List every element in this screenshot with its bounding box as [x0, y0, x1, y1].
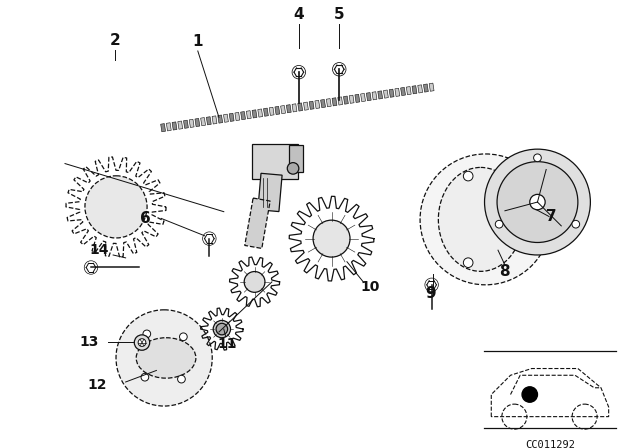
Polygon shape	[344, 96, 348, 104]
Polygon shape	[389, 89, 394, 97]
Polygon shape	[264, 108, 268, 116]
Polygon shape	[244, 198, 270, 249]
Polygon shape	[184, 120, 188, 128]
Circle shape	[572, 220, 580, 228]
Circle shape	[495, 220, 503, 228]
Text: 8: 8	[499, 264, 510, 279]
Polygon shape	[201, 117, 205, 126]
Polygon shape	[355, 94, 360, 103]
Circle shape	[244, 271, 265, 292]
Polygon shape	[412, 86, 417, 94]
Circle shape	[138, 339, 146, 346]
Polygon shape	[258, 173, 282, 211]
Circle shape	[94, 185, 138, 229]
Circle shape	[287, 163, 299, 174]
Polygon shape	[241, 112, 246, 120]
Polygon shape	[280, 106, 285, 114]
Text: 1: 1	[193, 34, 203, 49]
Polygon shape	[429, 83, 434, 91]
Circle shape	[463, 171, 473, 181]
Polygon shape	[424, 84, 428, 92]
Text: 10: 10	[360, 280, 380, 294]
Polygon shape	[372, 92, 377, 100]
Polygon shape	[401, 87, 406, 95]
Text: 14: 14	[89, 243, 108, 257]
Polygon shape	[289, 145, 303, 172]
Polygon shape	[235, 112, 240, 121]
Polygon shape	[406, 86, 411, 95]
Polygon shape	[195, 118, 200, 127]
Polygon shape	[321, 99, 326, 108]
Polygon shape	[206, 117, 211, 125]
Text: 5: 5	[334, 7, 344, 22]
Circle shape	[116, 310, 212, 406]
Circle shape	[213, 320, 230, 338]
Circle shape	[143, 330, 150, 338]
Polygon shape	[178, 121, 182, 129]
Polygon shape	[252, 110, 257, 118]
Circle shape	[179, 333, 188, 340]
Circle shape	[141, 373, 148, 381]
Text: 2: 2	[109, 33, 120, 48]
Polygon shape	[275, 106, 280, 115]
Polygon shape	[212, 116, 217, 124]
Ellipse shape	[136, 338, 196, 378]
Polygon shape	[258, 109, 262, 117]
Text: 12: 12	[87, 378, 106, 392]
Text: 9: 9	[426, 286, 436, 301]
Polygon shape	[269, 107, 274, 116]
Circle shape	[522, 387, 538, 402]
Polygon shape	[338, 97, 342, 105]
Polygon shape	[166, 123, 172, 131]
Polygon shape	[223, 114, 228, 122]
Circle shape	[530, 194, 545, 210]
Polygon shape	[218, 115, 223, 123]
Circle shape	[216, 323, 228, 335]
Text: 4: 4	[294, 7, 304, 22]
Polygon shape	[383, 90, 388, 98]
Polygon shape	[161, 124, 166, 132]
Text: 13: 13	[79, 335, 99, 349]
Polygon shape	[332, 98, 337, 106]
Circle shape	[484, 149, 590, 255]
Polygon shape	[395, 88, 400, 96]
Circle shape	[420, 154, 551, 285]
Text: 11: 11	[218, 337, 237, 352]
Circle shape	[85, 176, 147, 238]
Circle shape	[177, 375, 186, 383]
Text: CC011292: CC011292	[525, 440, 575, 448]
Polygon shape	[418, 85, 422, 93]
Polygon shape	[366, 93, 371, 101]
Circle shape	[134, 335, 150, 350]
Polygon shape	[326, 99, 332, 107]
Circle shape	[509, 215, 519, 224]
Circle shape	[313, 220, 350, 257]
Polygon shape	[378, 91, 383, 99]
Circle shape	[463, 258, 473, 267]
Polygon shape	[309, 101, 314, 109]
Polygon shape	[172, 122, 177, 130]
Polygon shape	[189, 119, 194, 128]
Polygon shape	[292, 104, 297, 112]
Circle shape	[534, 154, 541, 162]
Polygon shape	[315, 100, 320, 108]
Polygon shape	[360, 94, 365, 102]
Circle shape	[497, 162, 578, 242]
Text: 7: 7	[546, 209, 556, 224]
Polygon shape	[252, 144, 298, 179]
Ellipse shape	[438, 168, 523, 271]
Polygon shape	[246, 111, 252, 119]
Text: 6: 6	[140, 211, 150, 226]
Polygon shape	[229, 113, 234, 121]
Polygon shape	[303, 102, 308, 110]
Polygon shape	[298, 103, 303, 111]
Polygon shape	[349, 95, 354, 103]
Polygon shape	[286, 105, 291, 113]
